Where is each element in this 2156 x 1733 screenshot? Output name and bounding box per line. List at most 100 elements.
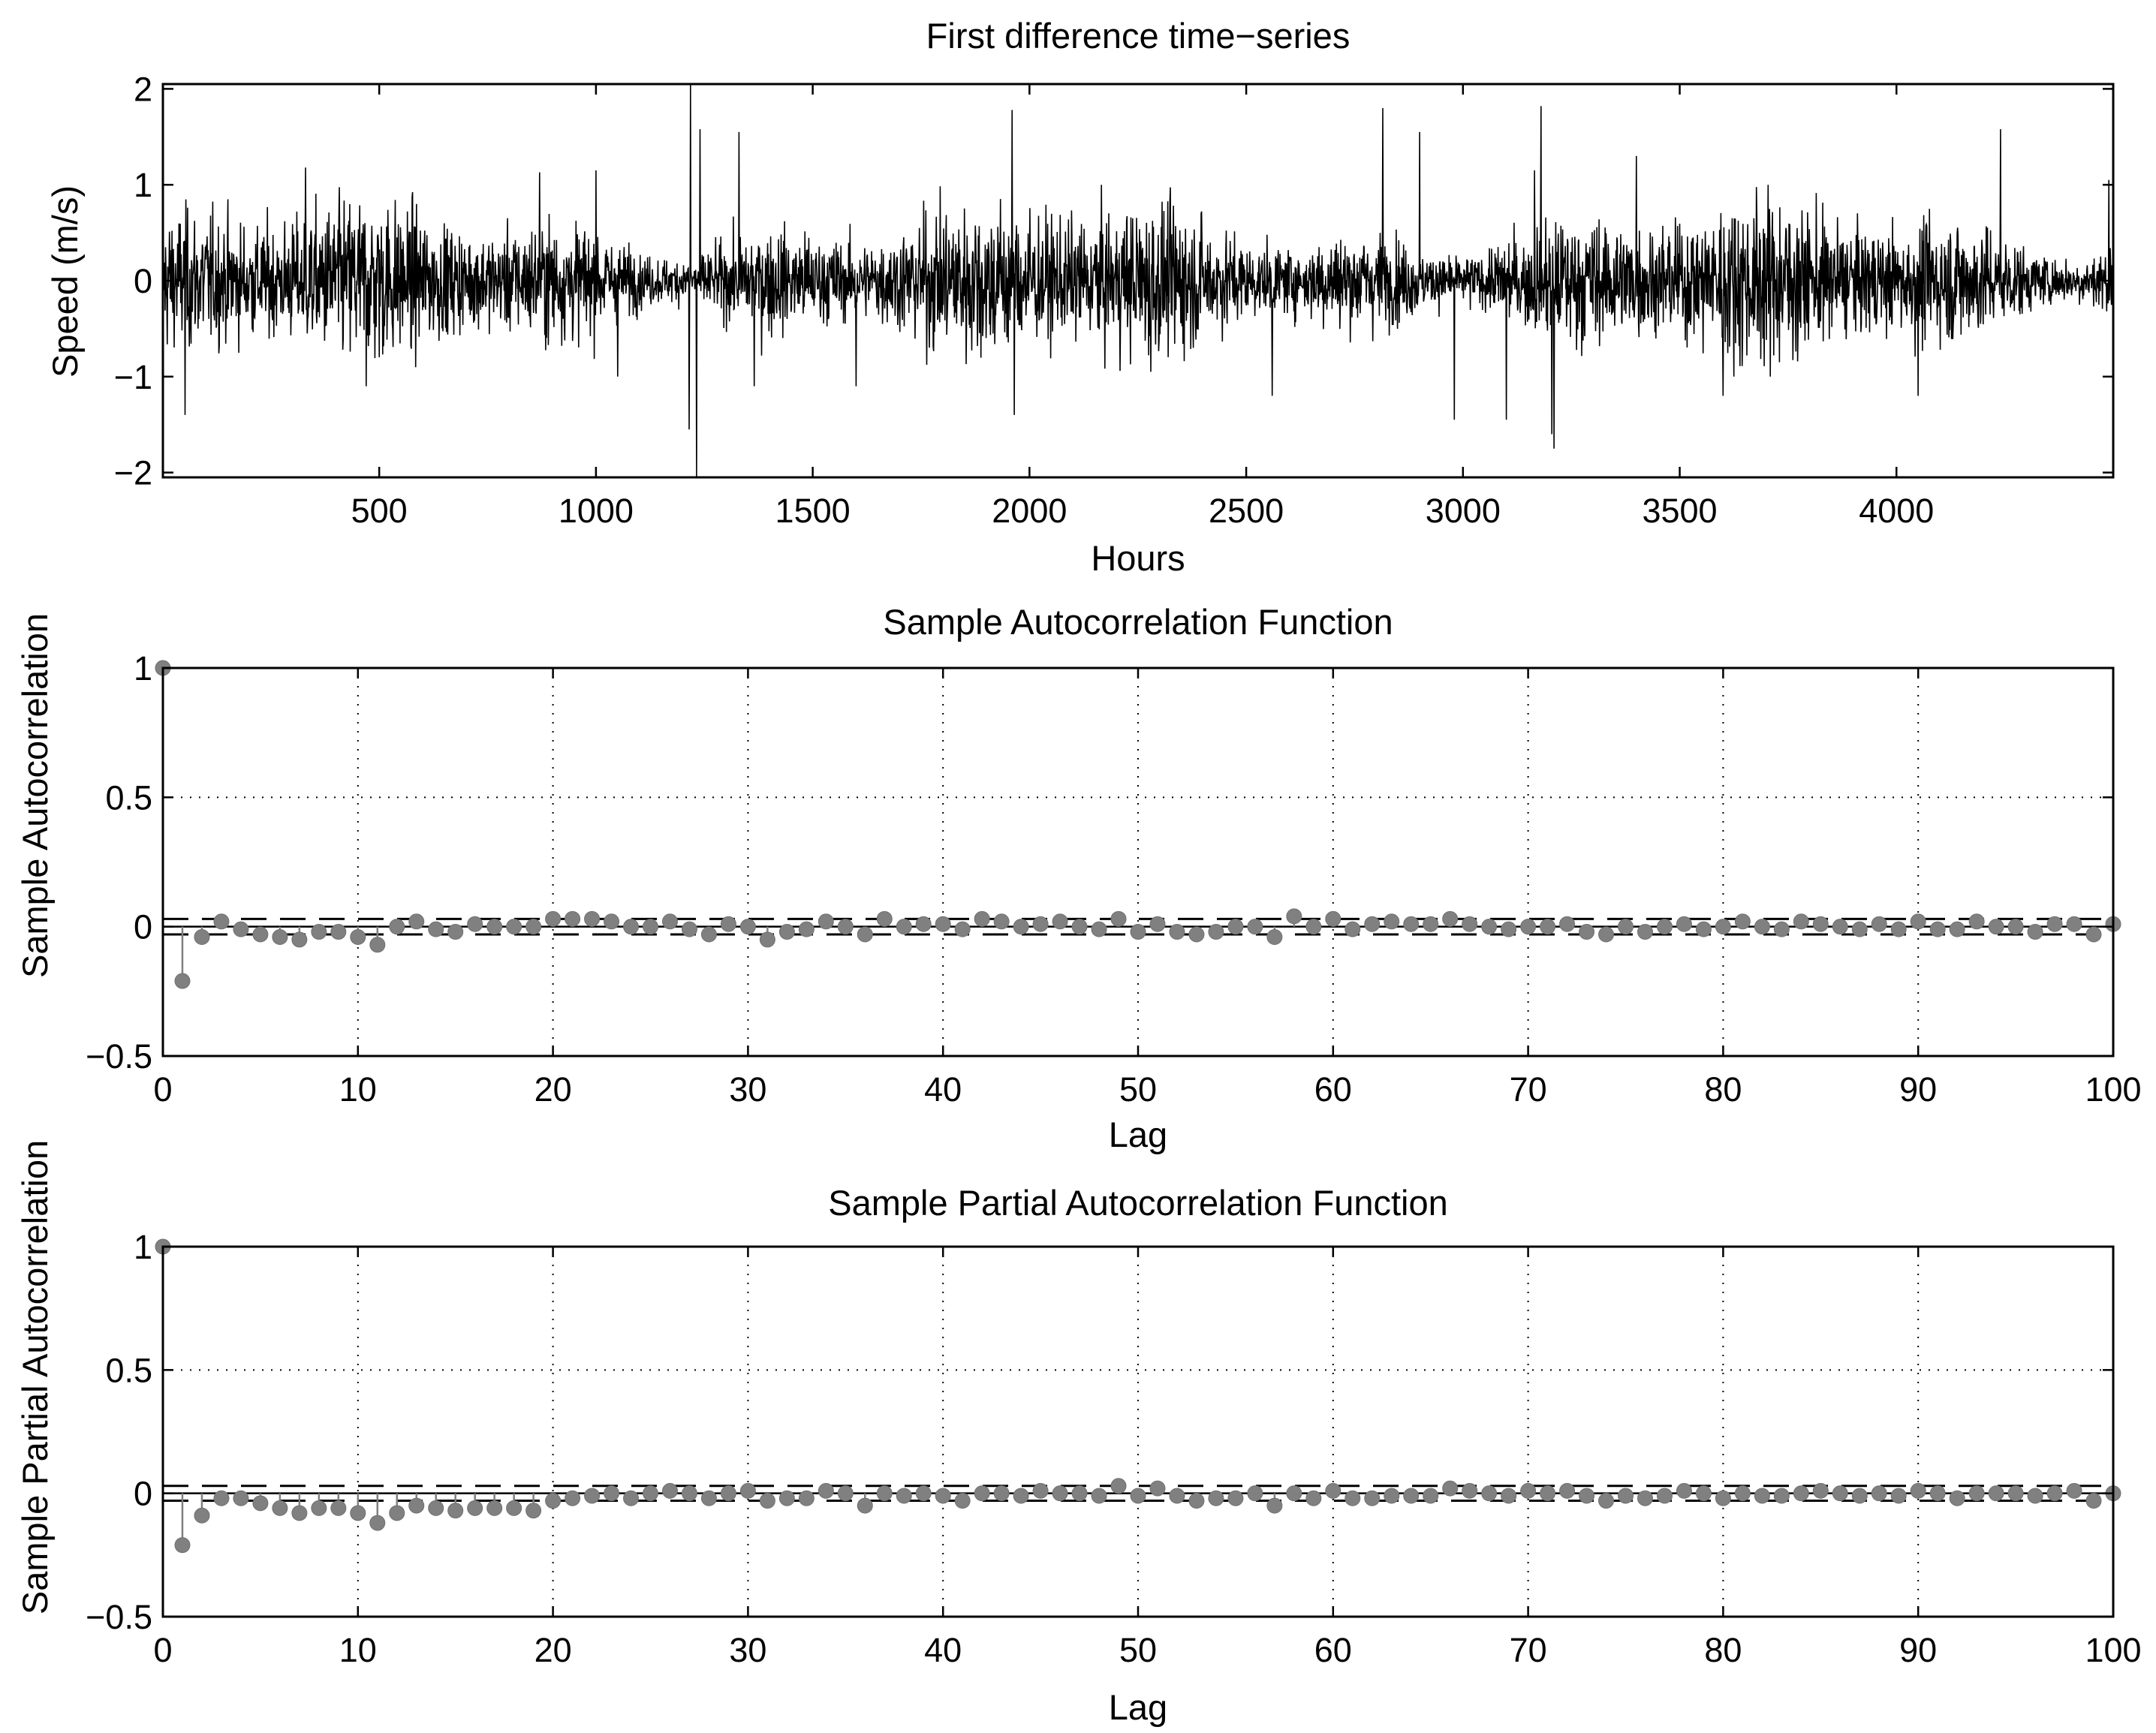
stem-marker xyxy=(525,1503,542,1519)
stem-marker xyxy=(1988,1485,2004,1502)
stem-marker xyxy=(369,1515,386,1531)
stem-marker xyxy=(818,1482,834,1499)
x-tick-label: 2000 xyxy=(992,492,1067,530)
stem-marker xyxy=(1286,1485,1302,1502)
stem-marker xyxy=(1032,916,1049,932)
stem-marker xyxy=(291,1505,308,1521)
stem-marker xyxy=(2066,916,2082,932)
stem-marker xyxy=(954,921,971,937)
stem-marker xyxy=(1052,913,1068,930)
stem-marker xyxy=(1149,1480,1166,1497)
stem-marker xyxy=(935,916,951,932)
y-tick-label: −1 xyxy=(114,358,152,396)
acf-panel: Sample Autocorrelation Function 0 10 20 30 4… xyxy=(15,602,2142,1154)
stem-marker xyxy=(1968,1485,1985,1502)
y-tick-label: 0 xyxy=(134,262,152,300)
stem-marker xyxy=(681,1485,697,1502)
stem-marker xyxy=(1188,1493,1205,1509)
plot-area: 500 1000 1500 2000 2500 3000 3500 4000 −2 −1 0 1 2 xyxy=(114,70,2115,530)
stem-marker xyxy=(818,913,834,930)
stem-marker xyxy=(2007,1485,2024,1502)
stem-marker xyxy=(311,1500,327,1516)
stem-marker xyxy=(720,916,736,932)
x-tick-label: 20 xyxy=(534,1631,572,1669)
stem-marker xyxy=(369,937,386,953)
stem-marker xyxy=(272,928,288,945)
stem-marker xyxy=(604,913,620,930)
stem-marker xyxy=(428,921,444,937)
y-tick-label: 0.5 xyxy=(105,778,152,817)
stem-marker xyxy=(974,910,990,927)
stem-marker xyxy=(1988,919,2004,935)
stem-marker xyxy=(1520,1482,1537,1499)
y-tick-label: 1 xyxy=(134,649,152,687)
stem-marker xyxy=(1208,924,1224,940)
stem-marker xyxy=(837,1485,854,1502)
stem-marker xyxy=(1462,916,1478,932)
stem-marker xyxy=(2027,1488,2043,1504)
stem-marker xyxy=(2085,1493,2102,1509)
stem-marker xyxy=(993,1485,1010,1502)
x-tick-label: 1500 xyxy=(775,492,851,530)
stem-marker xyxy=(1364,916,1381,932)
stem-marker xyxy=(1656,1488,1673,1504)
stem-marker xyxy=(389,919,405,935)
stem-marker xyxy=(1442,910,1459,927)
stem-marker xyxy=(1910,1482,1926,1499)
x-tick-label: 3000 xyxy=(1426,492,1501,530)
stem-marker xyxy=(2007,919,2024,935)
stem-marker xyxy=(1715,1490,1731,1506)
stem-marker xyxy=(1247,1485,1263,1502)
stem-marker xyxy=(1247,919,1263,935)
x-tick-label: 1000 xyxy=(559,492,634,530)
stem-marker xyxy=(1598,926,1615,943)
stem-marker xyxy=(1793,1485,1809,1502)
y-tick-label: −0.5 xyxy=(86,1037,152,1076)
stem-marker xyxy=(1793,913,1809,930)
x-tick-label: 80 xyxy=(1704,1631,1742,1669)
stem-marker xyxy=(1695,1485,1712,1502)
stem-marker xyxy=(1462,1482,1478,1499)
stem-marker xyxy=(1188,926,1205,943)
y-tick-label: 1 xyxy=(134,166,152,204)
stem-marker xyxy=(1110,1478,1127,1494)
x-axis-label: Lag xyxy=(1109,1687,1167,1727)
stem-marker xyxy=(1676,1482,1692,1499)
x-tick-label: 10 xyxy=(339,1070,377,1109)
x-tick-label: 60 xyxy=(1314,1070,1352,1109)
stem-marker xyxy=(506,919,522,935)
stem-marker xyxy=(350,928,366,945)
stem-marker xyxy=(1637,1490,1653,1506)
stem-marker xyxy=(408,913,425,930)
stem-marker xyxy=(272,1500,288,1516)
stem-marker xyxy=(896,919,912,935)
stem-marker xyxy=(1929,921,1946,937)
x-tick-label: 30 xyxy=(729,1070,766,1109)
stem-marker xyxy=(661,913,678,930)
stem-marker xyxy=(1208,1490,1224,1506)
stem-marker xyxy=(759,1493,775,1509)
x-tick-label: 50 xyxy=(1119,1631,1157,1669)
stem-marker xyxy=(1559,1482,1576,1499)
x-tick-label: 10 xyxy=(339,1631,377,1669)
x-tick-label: 70 xyxy=(1510,1070,1547,1109)
stem-marker xyxy=(1871,916,1887,932)
stem-marker xyxy=(837,919,854,935)
stem-marker xyxy=(954,1493,971,1509)
stem-marker xyxy=(1910,913,1926,930)
stem-marker xyxy=(350,1505,366,1521)
stem-marker xyxy=(545,910,562,927)
stem-marker xyxy=(1013,1488,1029,1504)
stem-marker xyxy=(1130,1488,1146,1504)
stem-marker xyxy=(1286,908,1302,925)
x-tick-label: 2500 xyxy=(1209,492,1284,530)
stem-marker xyxy=(1071,919,1088,935)
stem-marker xyxy=(1091,1488,1107,1504)
stem-marker xyxy=(2085,926,2102,943)
plot-area: 0 10 20 30 40 50 60 70 80 90 100−0.500.51 xyxy=(86,1228,2141,1669)
stem-marker xyxy=(681,921,697,937)
x-tick-label: 30 xyxy=(729,1631,766,1669)
stem-marker xyxy=(1344,921,1361,937)
x-tick-label: 90 xyxy=(1899,1070,1937,1109)
stem-marker xyxy=(1540,919,1556,935)
